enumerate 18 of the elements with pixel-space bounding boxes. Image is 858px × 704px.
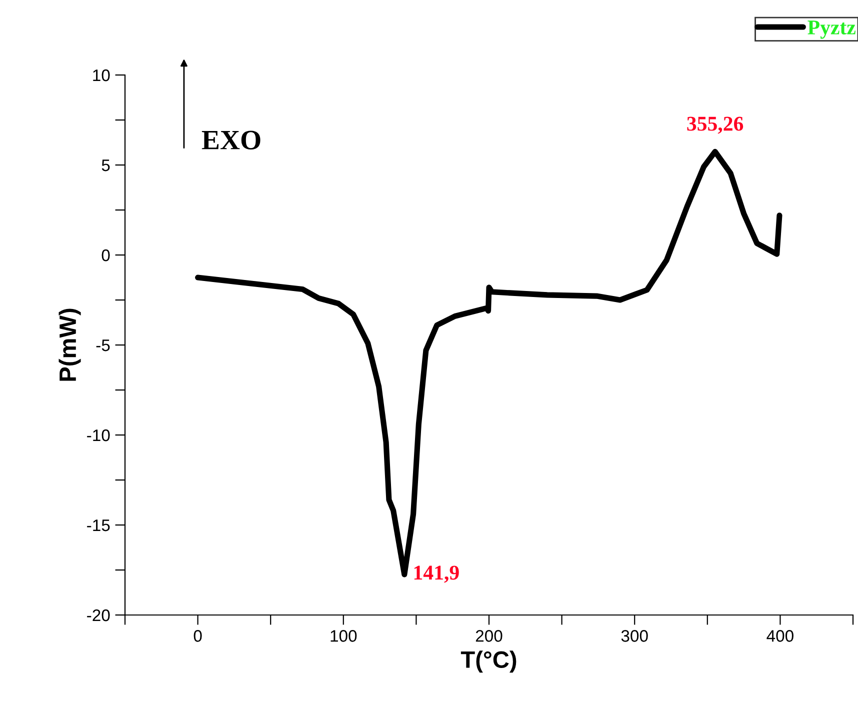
annotation: 141,9 [414,566,459,583]
x-tick-label: 0 [194,630,202,642]
legend-label: Pyztz [808,20,856,39]
y-axis-title: P(mW) [58,308,81,381]
y-tick-label: -15 [87,520,110,532]
y-tick-label: 5 [102,160,110,172]
y-tick-label: 10 [93,69,110,82]
x-tick-label: 200 [476,630,502,642]
y-tick-label: -5 [96,340,110,352]
y-tick-label: 0 [102,249,110,262]
y-tick-label: -20 [87,609,110,622]
x-tick-label: 400 [766,630,794,642]
y-tick-label: -10 [87,429,110,442]
annotation: 355,26 [687,116,744,134]
x-tick-label: 300 [621,630,648,642]
x-axis-title: T(°C) [460,650,516,673]
annotation: EXO [202,130,260,150]
x-tick-label: 100 [330,630,357,642]
